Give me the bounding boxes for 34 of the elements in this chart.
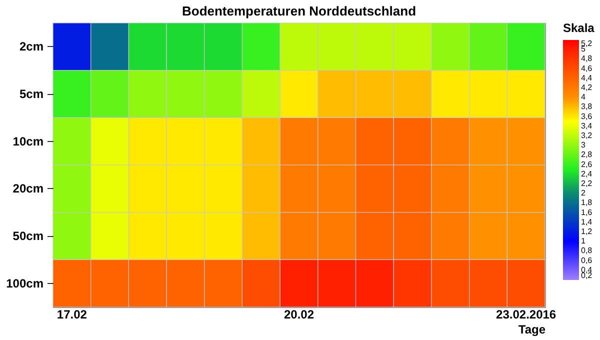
color-bar-label: 4,8	[581, 54, 593, 64]
color-bar-label: 4,2	[581, 83, 593, 92]
color-bar-label: 3	[581, 140, 586, 150]
color-bar-label: 2,2	[581, 179, 593, 188]
color-bar-label: 2,4	[581, 169, 593, 178]
color-bar-label: 3,6	[581, 112, 593, 121]
color-bar-label: 1,6	[581, 208, 593, 217]
color-bar-label: 3,8	[581, 102, 593, 112]
x-axis-title: Tage	[518, 322, 546, 336]
y-tick-label: 10cm	[12, 134, 44, 148]
y-tick-label: 2cm	[19, 40, 44, 54]
color-bar-label: 0,6	[581, 256, 593, 265]
color-bar-label: 1	[581, 236, 586, 246]
color-bar-label: 3,4	[581, 121, 593, 130]
color-bar-label: 1,4	[581, 217, 593, 226]
x-tick-label: 23.02.2016	[496, 308, 556, 322]
y-tick-label: 50cm	[12, 229, 44, 243]
color-bar-label: 4,4	[581, 73, 593, 82]
y-tick-label: 20cm	[12, 182, 44, 196]
color-bar-label: 2,6	[581, 160, 593, 169]
x-tick-label: 17.02	[56, 308, 88, 322]
color-bar-title: Skala	[563, 21, 595, 35]
x-tick-label: 20.02	[284, 308, 314, 322]
color-bar-label: 1,8	[581, 198, 593, 208]
color-bar-label: 4,6	[581, 64, 593, 73]
color-bar-label: 3,2	[581, 131, 593, 140]
color-bar-label: 2,8	[581, 150, 593, 160]
color-bar-label: 4	[581, 92, 586, 102]
color-bar-label: 0,8	[581, 246, 593, 256]
y-tick-label: 100cm	[6, 276, 44, 290]
chart-title: Bodentemperaturen Norddeutschland	[182, 4, 416, 19]
color-bar-label: 2	[581, 188, 586, 198]
color-bar-label: 1,2	[581, 227, 593, 236]
y-tick-label: 5cm	[19, 87, 44, 101]
